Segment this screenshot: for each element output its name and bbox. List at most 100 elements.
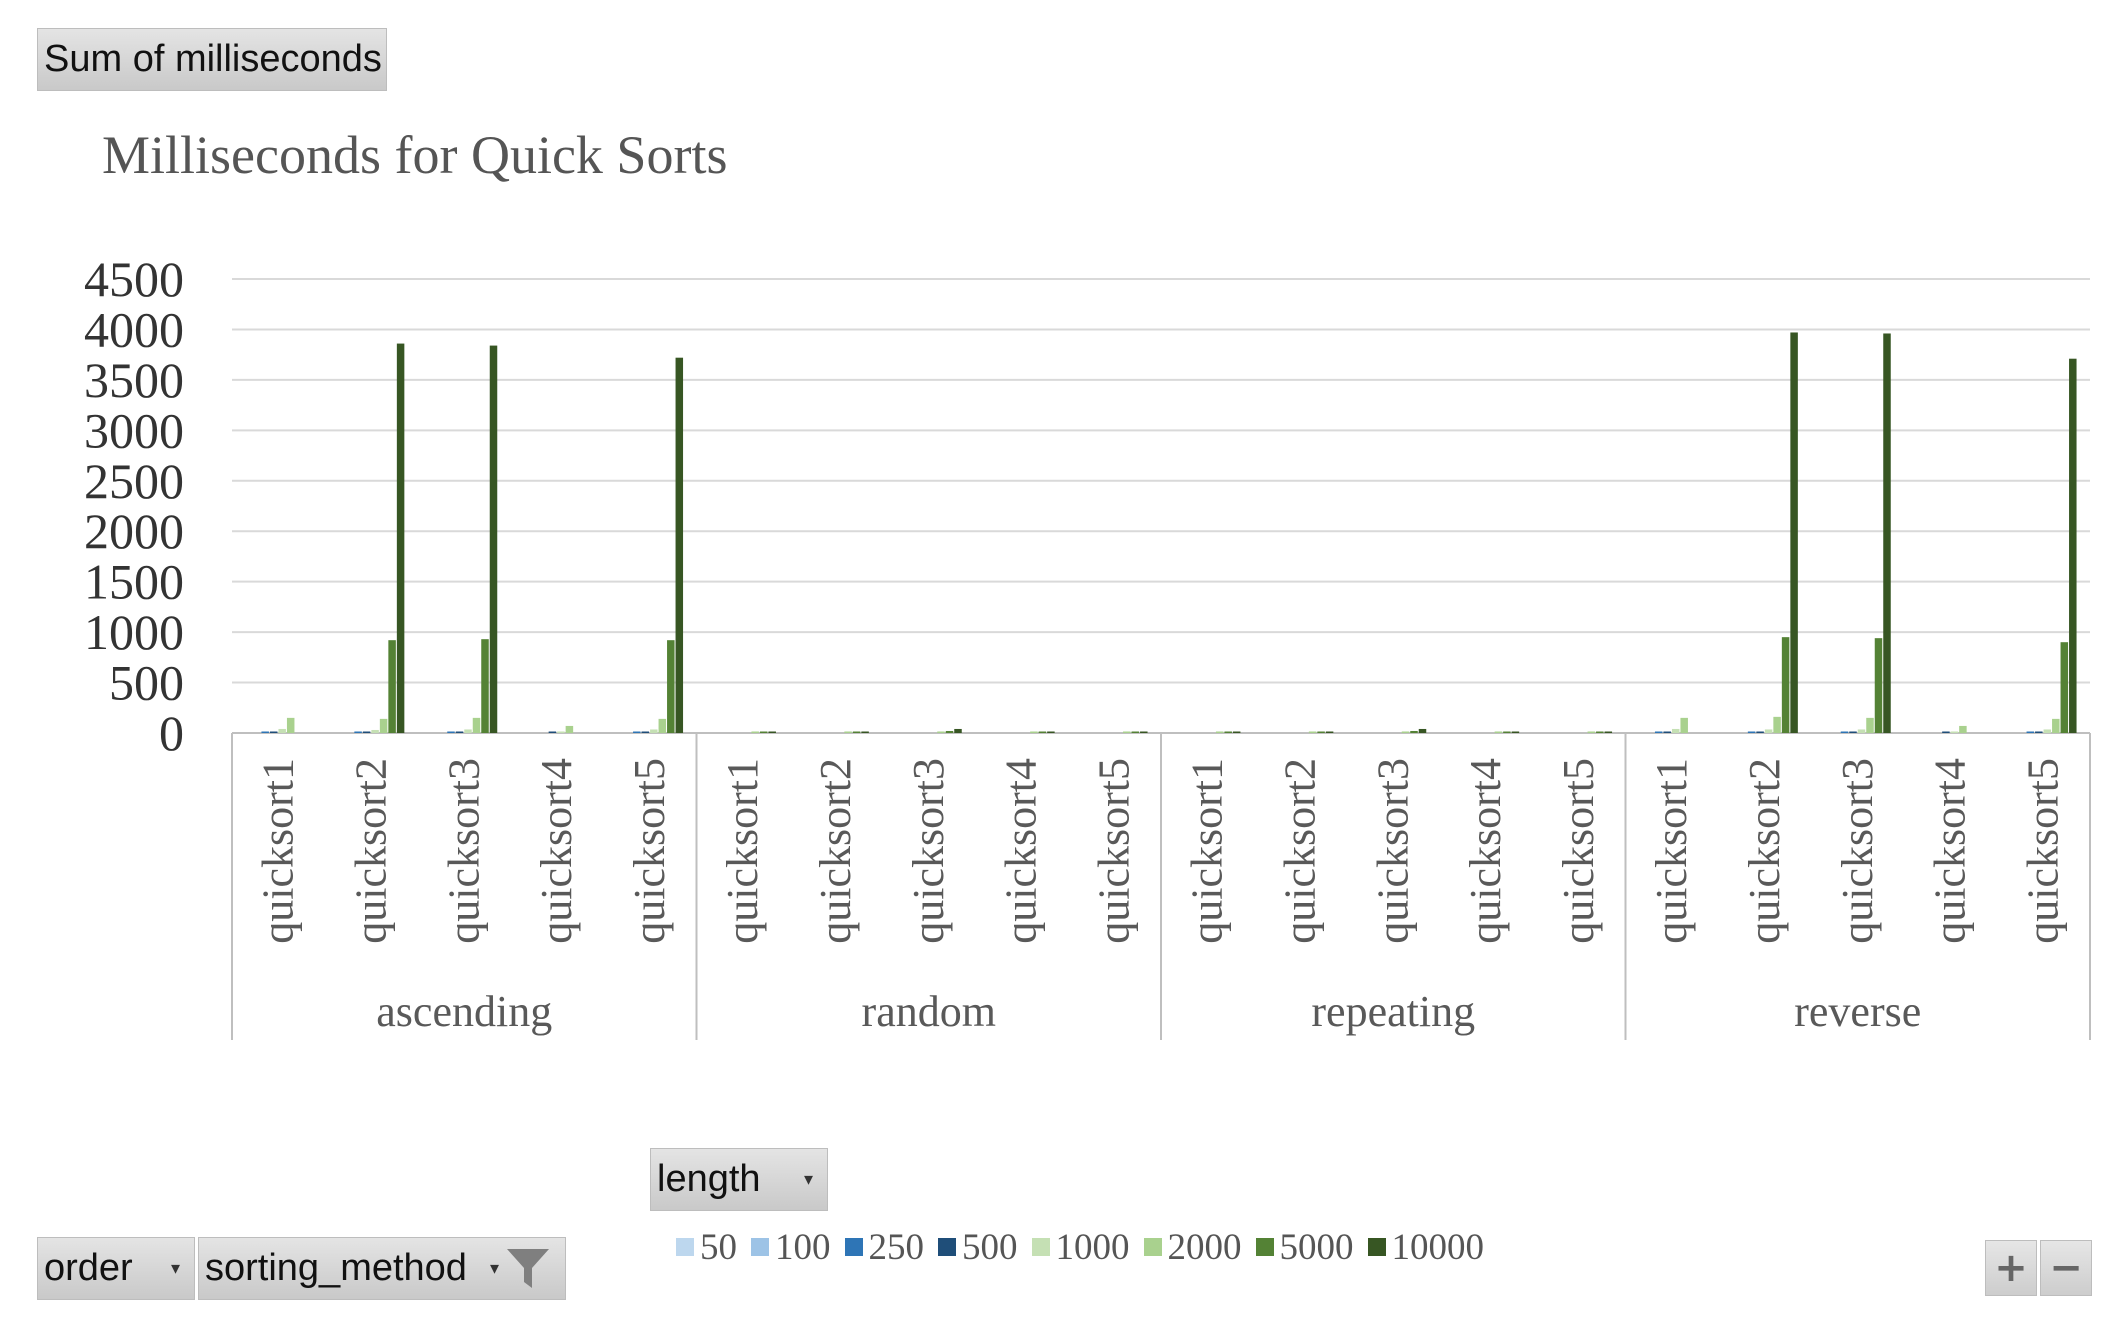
legend-swatch [844,1238,863,1256]
bar [2043,729,2052,733]
bar [481,639,489,733]
dropdown-arrow-icon[interactable]: ▾ [170,1258,180,1278]
group-label: ascending [376,987,552,1036]
legend-item: 50 [676,1226,737,1269]
legend-swatch [751,1238,769,1256]
category-label: quicksort4 [1461,758,1510,944]
bar [261,731,269,733]
bar [1747,731,1756,733]
bar [1511,731,1520,733]
bar [278,728,286,733]
bar [1756,731,1764,733]
legend-label: 250 [868,1226,925,1268]
bar [1140,731,1148,733]
bar [1680,717,1688,733]
bar [1942,731,1950,733]
zoom-in-button[interactable]: + [1985,1240,2037,1296]
bar [1857,729,1866,733]
bar [1764,729,1773,733]
bar [1773,716,1781,733]
legend-label: 100 [775,1226,831,1268]
bar [844,731,852,733]
category-label: quicksort1 [718,758,767,944]
legend-item: 10000 [1367,1226,1484,1269]
bar [759,731,768,733]
y-tick-label: 500 [109,655,184,711]
chart-title: Milliseconds for Quick Sorts [102,125,728,185]
category-label: quicksort5 [2019,758,2068,944]
y-tick-label: 3500 [84,352,184,408]
category-label: quicksort1 [1647,758,1696,944]
bar [1317,731,1325,733]
dropdown-arrow-icon[interactable]: ▾ [803,1169,813,1189]
category-label: quicksort3 [904,758,953,944]
bar [1503,731,1511,733]
legend-label: 500 [962,1226,1018,1268]
bar [2035,731,2043,733]
chart-legend: 50 100 250 500 1000 2000 5000 10000 [676,1224,1498,1270]
zoom-out-button[interactable]: − [2040,1240,2092,1296]
category-label: quicksort5 [1554,758,1603,944]
filter-funnel-icon[interactable] [505,1246,551,1292]
bar [565,725,574,733]
legend-label: 5000 [1279,1226,1354,1268]
bar [286,717,295,733]
category-label: quicksort1 [253,758,302,944]
legend-swatch [1367,1238,1386,1256]
bar [379,718,388,733]
legend-item: 1000 [1031,1226,1130,1269]
category-label: quicksort3 [439,758,488,944]
y-tick-label: 4500 [84,251,184,307]
bar [464,729,472,733]
values-field-button[interactable]: Sum of milliseconds [37,28,387,91]
category-label: quicksort5 [1090,758,1139,944]
bar [1874,638,1883,733]
category-label: quicksort2 [1275,758,1324,944]
bar [675,357,684,733]
legend-item: 500 [938,1226,1018,1269]
bar [1790,332,1798,733]
category-label: quicksort4 [1926,758,1975,944]
bar [1596,731,1604,733]
y-tick-label: 4000 [84,301,184,357]
bar [2060,642,2069,733]
legend-swatch [676,1238,694,1256]
bar [1131,731,1140,733]
dropdown-arrow-icon[interactable]: ▾ [489,1258,499,1278]
bar [1047,731,1055,733]
legend-item: 250 [844,1226,925,1269]
legend-item: 5000 [1255,1226,1354,1269]
bar [1883,333,1891,733]
bar [2026,731,2035,733]
bar [447,731,455,733]
legend-item: 100 [751,1226,831,1269]
group-label: reverse [1794,987,1921,1036]
bar [1671,728,1680,733]
axis-field-button-order[interactable]: order ▾ [37,1237,195,1300]
bar [557,731,565,733]
legend-swatch [1143,1238,1162,1256]
legend-swatch [938,1238,956,1256]
bar [937,731,945,733]
legend-label: 50 [700,1226,737,1268]
legend-field-button[interactable]: length ▾ [650,1148,828,1211]
bar [1123,731,1131,733]
bar [455,731,464,733]
bar [1232,731,1241,733]
bar [954,728,962,733]
bar [2052,718,2060,733]
bar [1654,731,1663,733]
axis-field-button-sorting-method[interactable]: sorting_method ▾ [198,1237,566,1300]
category-label: quicksort2 [1740,758,1789,944]
bar [1587,731,1596,733]
bar [945,730,954,733]
legend-swatch [1031,1238,1050,1256]
bar [396,343,405,733]
bar [1959,725,1967,733]
legend-label: 2000 [1167,1226,1242,1268]
bar [1030,731,1038,733]
legend-field-label: length [657,1158,761,1200]
y-tick-label: 1500 [84,554,184,610]
bar [1038,731,1047,733]
